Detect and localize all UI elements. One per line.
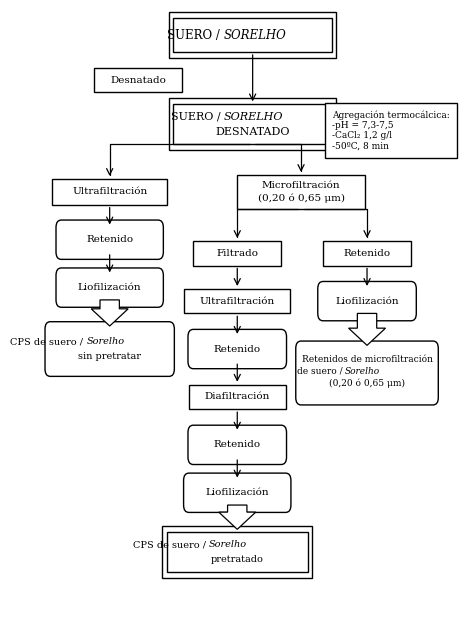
Text: CPS de suero /: CPS de suero / <box>10 337 86 346</box>
Text: Sorelho: Sorelho <box>209 540 247 550</box>
Text: Ultrafiltración: Ultrafiltración <box>200 297 275 305</box>
Text: DESNATADO: DESNATADO <box>215 126 290 136</box>
Text: Liofilización: Liofilización <box>205 488 269 497</box>
Text: pretratado: pretratado <box>211 555 264 564</box>
Text: Retenido: Retenido <box>214 344 261 354</box>
Text: SORELHO: SORELHO <box>224 112 283 122</box>
Text: (0,20 ó 0,65 μm): (0,20 ó 0,65 μm) <box>329 379 405 388</box>
Text: Sorelho: Sorelho <box>345 366 380 376</box>
FancyBboxPatch shape <box>167 532 308 573</box>
Text: de suero /: de suero / <box>297 366 345 376</box>
Polygon shape <box>219 505 256 529</box>
FancyBboxPatch shape <box>237 175 365 209</box>
FancyBboxPatch shape <box>183 473 291 513</box>
Text: CPS de suero /: CPS de suero / <box>133 540 209 550</box>
Text: Sorelho: Sorelho <box>86 337 125 346</box>
Text: Microfiltración: Microfiltración <box>262 181 340 190</box>
FancyBboxPatch shape <box>318 281 416 321</box>
Text: Retenido: Retenido <box>214 441 261 449</box>
FancyBboxPatch shape <box>323 241 411 265</box>
FancyBboxPatch shape <box>193 241 281 265</box>
FancyBboxPatch shape <box>173 19 332 52</box>
Text: sin pretratar: sin pretratar <box>78 352 141 361</box>
Text: (0,20 ó 0,65 μm): (0,20 ó 0,65 μm) <box>257 193 345 203</box>
Text: Filtrado: Filtrado <box>216 249 258 258</box>
Polygon shape <box>91 300 128 326</box>
Text: Diafiltración: Diafiltración <box>205 392 270 402</box>
Text: SORELHO: SORELHO <box>224 28 287 42</box>
FancyBboxPatch shape <box>56 220 164 259</box>
Text: Liofilización: Liofilización <box>78 283 142 292</box>
FancyBboxPatch shape <box>45 321 174 376</box>
FancyBboxPatch shape <box>188 425 286 465</box>
FancyBboxPatch shape <box>325 103 457 158</box>
Text: Retenido: Retenido <box>344 249 391 258</box>
FancyBboxPatch shape <box>53 179 167 205</box>
FancyBboxPatch shape <box>184 289 290 313</box>
FancyBboxPatch shape <box>188 329 286 369</box>
FancyBboxPatch shape <box>296 341 438 405</box>
FancyBboxPatch shape <box>94 68 182 93</box>
FancyBboxPatch shape <box>56 268 164 307</box>
Text: Liofilización: Liofilización <box>335 297 399 305</box>
Text: Retenidos de microfiltración: Retenidos de microfiltración <box>301 355 433 364</box>
Text: Agregación termocálcica:
-pH = 7,3-7,5
-CaCl₂ 1,2 g/l
-50ºC, 8 min: Agregación termocálcica: -pH = 7,3-7,5 -… <box>332 110 450 151</box>
Text: Desnatado: Desnatado <box>110 75 166 85</box>
Text: Retenido: Retenido <box>86 235 133 244</box>
FancyBboxPatch shape <box>189 384 286 409</box>
Text: SUERO /: SUERO / <box>167 28 224 42</box>
Text: SUERO /: SUERO / <box>171 112 224 122</box>
FancyBboxPatch shape <box>173 104 332 144</box>
Text: Ultrafiltración: Ultrafiltración <box>72 188 147 196</box>
Polygon shape <box>348 313 385 346</box>
